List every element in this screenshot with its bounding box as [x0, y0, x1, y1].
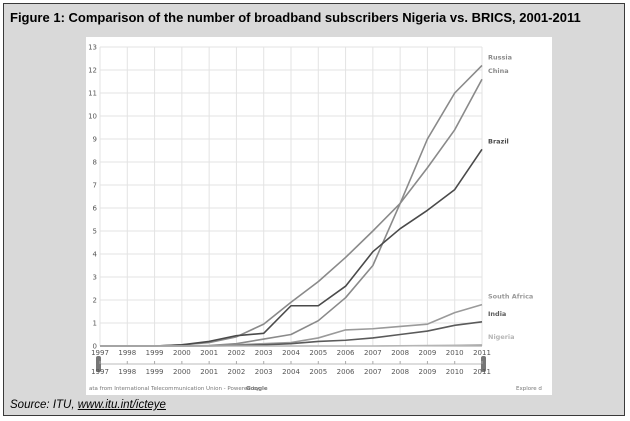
timeline-tick-label: 2004: [282, 368, 300, 376]
x-tick-label: 2006: [337, 349, 355, 357]
y-tick-label: 8: [93, 159, 97, 167]
x-tick-label: 2010: [446, 349, 464, 357]
series-label-brazil: Brazil: [488, 137, 509, 145]
timeline-end-handle[interactable]: [481, 356, 486, 372]
y-tick-label: 2: [93, 297, 97, 305]
timeline-tick-label: 2010: [446, 368, 464, 376]
timeline-tick-label: 2011: [473, 368, 491, 376]
timeline-tick-label: 2008: [391, 368, 409, 376]
timeline-start-handle[interactable]: [96, 356, 101, 372]
timeline-tick-label: 2009: [419, 368, 437, 376]
y-tick-label: 5: [93, 228, 97, 236]
x-tick-label: 1999: [146, 349, 164, 357]
google-powered-by: Google: [246, 386, 268, 392]
y-tick-label: 10: [88, 113, 97, 121]
timeline-tick-label: 2001: [200, 368, 218, 376]
x-tick-label: 2009: [419, 349, 437, 357]
chart-grid: [99, 46, 483, 347]
x-tick-label: 1998: [118, 349, 136, 357]
y-tick-label: 13: [88, 44, 97, 52]
timeline-slider[interactable]: 1997 1998 1999 2000 2001 2002 2003 2004 2005 2006…: [91, 356, 491, 376]
series-labels: Russia China Brazil South Africa India Nigeri…: [488, 53, 533, 340]
y-tick-label: 7: [93, 182, 97, 190]
y-tick-label: 4: [93, 251, 98, 259]
timeline-tick-label: 1998: [118, 368, 136, 376]
figure-title: Figure 1: Comparison of the number of br…: [10, 10, 581, 25]
timeline-tick-label: 1997: [91, 368, 109, 376]
series-label-nigeria: Nigeria: [488, 333, 515, 341]
source-note: Source: ITU, www.itu.int/icteye: [10, 399, 166, 411]
series-label-china: China: [488, 67, 509, 75]
chart-panel: 0 1 2 3 4 5 6 7 8 9 10 11 12 13 1997 1998 1999 2000 2001 20…: [86, 37, 552, 395]
chart-series: [100, 64, 483, 347]
y-tick-label: 0: [93, 343, 97, 351]
x-tick-label: 2001: [200, 349, 218, 357]
x-tick-label: 2003: [255, 349, 273, 357]
figure-frame: Figure 1: Comparison of the number of br…: [3, 3, 625, 416]
timeline-tick-label: 2007: [364, 368, 382, 376]
series-label-russia: Russia: [488, 53, 512, 61]
y-tick-label: 1: [93, 320, 97, 328]
x-tick-label: 2011: [473, 349, 491, 357]
x-tick-label: 2002: [228, 349, 246, 357]
timeline-tick-label: 2005: [309, 368, 327, 376]
explore-data-link[interactable]: Explore d: [516, 386, 542, 392]
y-tick-label: 9: [93, 136, 97, 144]
series-line-nigeria: [100, 344, 483, 347]
source-link[interactable]: www.itu.int/icteye: [77, 399, 166, 411]
x-tick-label: 2008: [391, 349, 409, 357]
series-label-india: India: [488, 310, 506, 318]
source-prefix: Source: ITU,: [10, 399, 78, 411]
y-tick-label: 12: [88, 67, 97, 75]
timeline-tick-label: 2006: [337, 368, 355, 376]
timeline-tick-label: 1999: [146, 368, 164, 376]
x-tick-label: 1997: [91, 349, 109, 357]
y-tick-label: 3: [93, 274, 97, 282]
x-tick-label: 2004: [282, 349, 300, 357]
x-tick-label: 2005: [309, 349, 327, 357]
timeline-tick-label: 2000: [173, 368, 191, 376]
x-tick-label: 2007: [364, 349, 382, 357]
x-tick-label: 2000: [173, 349, 191, 357]
timeline-tick-label: 2003: [255, 368, 273, 376]
y-tick-label: 6: [93, 205, 98, 213]
series-label-south-africa: South Africa: [488, 293, 533, 301]
timeline-tick-label: 2002: [228, 368, 246, 376]
y-tick-label: 11: [88, 90, 97, 98]
chart-attribution: ata from International Telecommunication…: [89, 386, 260, 392]
